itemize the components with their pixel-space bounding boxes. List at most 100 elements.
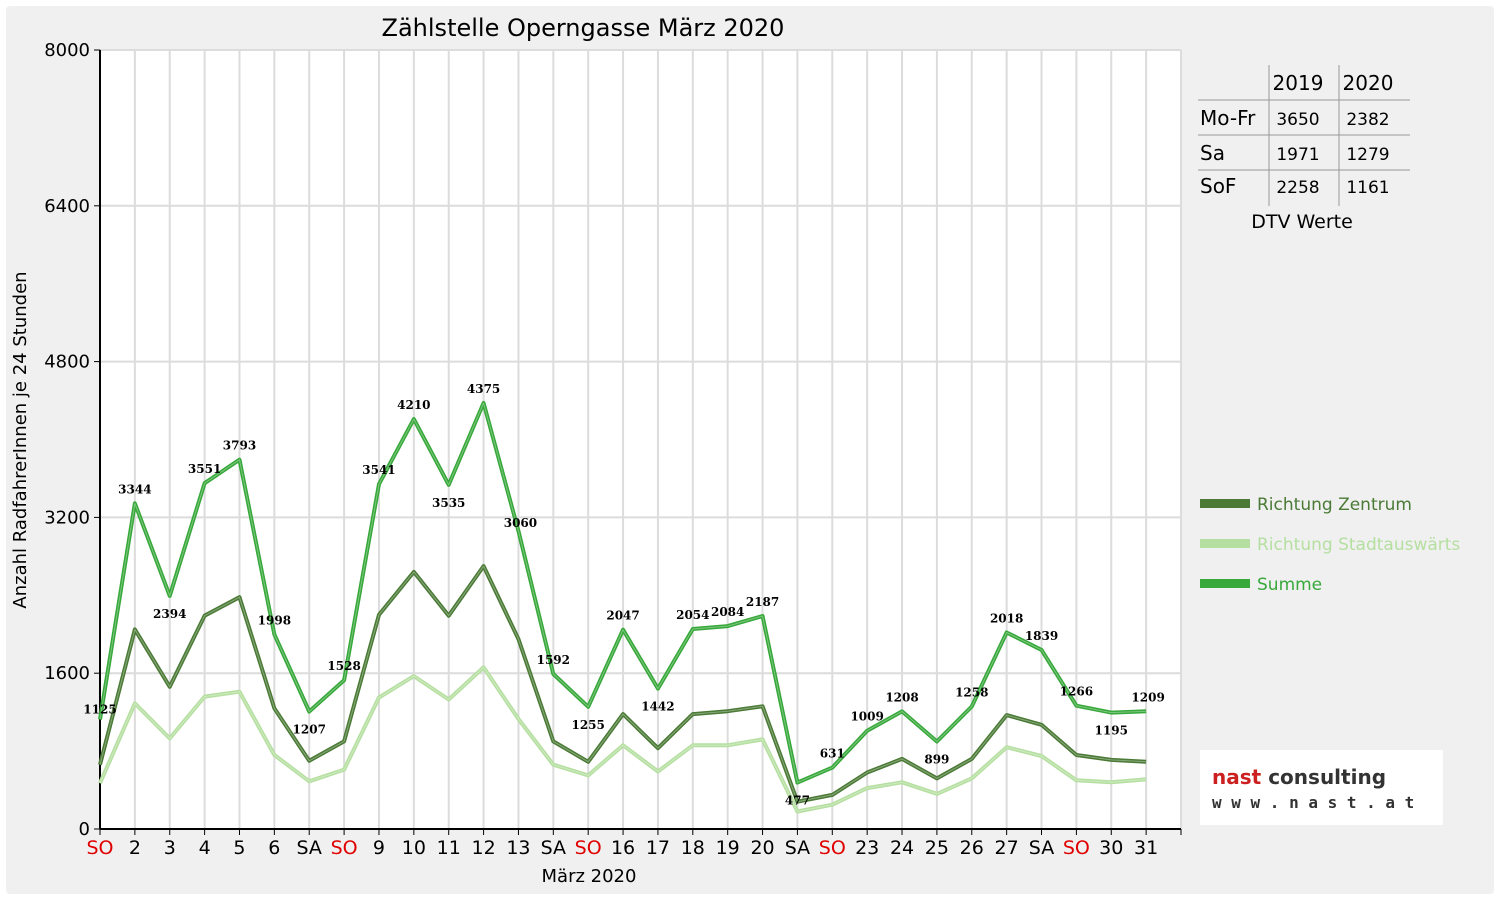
x-tick-label: 25 (925, 837, 949, 859)
y-tick-label: 3200 (44, 507, 90, 528)
data-label: 2054 (676, 608, 709, 622)
plot-area (100, 50, 1181, 829)
data-label: 631 (820, 747, 845, 761)
x-tick-label: 19 (716, 837, 740, 859)
data-label: 1839 (1025, 629, 1058, 643)
data-label: 1442 (641, 700, 674, 714)
data-label: 1258 (955, 686, 988, 700)
x-tick-label: SO (819, 837, 846, 859)
dtv-table: 2019 2020 Mo-Fr 3650 2382 Sa 1971 1279 S… (1198, 65, 1410, 233)
series-line-highlight (99, 402, 1147, 784)
data-label: 1255 (571, 718, 604, 732)
x-tick-label: 11 (437, 837, 461, 859)
data-label: 2018 (990, 611, 1023, 625)
x-tick-label: 17 (646, 837, 670, 859)
dtv-cell: 3650 (1276, 110, 1319, 130)
legend-label: Summe (1257, 575, 1322, 595)
y-tick-label: 0 (79, 819, 90, 840)
x-tick-label: 20 (750, 837, 774, 859)
x-tick-label: 23 (855, 837, 879, 859)
y-tick-labels: 0 1600 3200 4800 6400 8000 (44, 40, 90, 840)
data-label: 899 (924, 752, 949, 766)
data-label: 1528 (327, 659, 360, 673)
data-label: 3793 (223, 439, 256, 453)
data-label: 1009 (850, 710, 883, 724)
logo-name: nast consulting (1212, 765, 1386, 789)
x-axis-label: März 2020 (542, 866, 637, 887)
x-tick-label: SO (331, 837, 358, 859)
data-label: 4210 (397, 398, 430, 412)
data-label: 2394 (153, 607, 186, 621)
y-tick-label: 6400 (44, 196, 90, 217)
dtv-cell: 1279 (1346, 145, 1389, 165)
x-tick-label: SA (785, 837, 810, 859)
data-label: 1209 (1131, 690, 1164, 704)
data-label: 3541 (362, 463, 395, 477)
x-tick-label: 13 (506, 837, 530, 859)
data-label: 2047 (606, 609, 639, 623)
series-lines (98, 401, 1147, 814)
y-tick-label: 8000 (44, 40, 90, 61)
x-tick-label: SA (297, 837, 322, 859)
data-label: 1195 (1095, 724, 1128, 738)
data-label: 3344 (118, 482, 151, 496)
data-label: 1125 (83, 702, 116, 716)
dtv-caption: DTV Werte (1251, 211, 1353, 233)
legend-label: Richtung Zentrum (1257, 495, 1412, 515)
x-tick-label: 5 (233, 837, 245, 859)
legend-label: Richtung Stadtauswärts (1257, 535, 1460, 555)
dtv-cell: 2382 (1346, 110, 1389, 130)
x-tick-label: SO (86, 837, 113, 859)
series-line-highlight (99, 565, 1147, 803)
y-tick-label: 4800 (44, 352, 90, 373)
data-label: 477 (785, 794, 810, 808)
x-tick-label: 24 (890, 837, 914, 859)
data-label: 3535 (432, 496, 465, 510)
x-tick-label: 18 (681, 837, 705, 859)
legend: Richtung Zentrum Richtung Stadtauswärts Su… (1200, 495, 1460, 595)
x-tick-label: SA (1029, 837, 1054, 859)
series-line-summe (98, 401, 1147, 785)
data-label: 1266 (1060, 685, 1093, 699)
x-tick-label: 30 (1099, 837, 1123, 859)
data-label: 4375 (467, 382, 500, 396)
legend-swatch (1200, 579, 1250, 588)
data-label: 1998 (258, 613, 291, 627)
data-label: 1207 (293, 722, 326, 736)
x-tick-label: 26 (960, 837, 984, 859)
dtv-col-2020: 2020 (1343, 71, 1394, 95)
dtv-cell: 2258 (1276, 178, 1319, 198)
logo-background (1200, 750, 1443, 825)
legend-swatch (1200, 539, 1250, 548)
logo: nast consulting w w w . n a s t . a t (1200, 750, 1443, 825)
y-axis-label: Anzahl RadfahrerInnen je 24 Stunden (10, 271, 31, 608)
data-label: 1592 (537, 653, 570, 667)
data-label: 2084 (711, 605, 744, 619)
dtv-cell: 1161 (1346, 178, 1389, 198)
series-line-zentrum (98, 564, 1147, 804)
chart-title: Zählstelle Operngasse März 2020 (382, 14, 785, 42)
x-tick-label: 16 (611, 837, 635, 859)
x-tick-label: SA (541, 837, 566, 859)
axes (94, 49, 1182, 835)
x-tick-label: 6 (268, 837, 280, 859)
data-label: 3551 (188, 462, 221, 476)
x-tick-label: 27 (995, 837, 1019, 859)
x-tick-label: 4 (199, 837, 211, 859)
y-tick-label: 1600 (44, 663, 90, 684)
dtv-row-label: Mo-Fr (1200, 106, 1256, 130)
series-line-stadtauswaerts (98, 665, 1147, 814)
data-label: 2187 (746, 595, 779, 609)
dtv-cell: 1971 (1276, 145, 1319, 165)
x-tick-label: 3 (164, 837, 176, 859)
data-label: 3060 (504, 516, 537, 530)
dtv-row-label: SoF (1200, 174, 1236, 198)
x-tick-label: SO (575, 837, 602, 859)
data-label: 1208 (885, 690, 918, 704)
x-tick-labels: SO 2 3 4 5 6 SA SO 9 10 11 12 13 SA SO 16 17 18 19 20 SA SO 23… (86, 837, 1158, 859)
logo-url: w w w . n a s t . a t (1212, 793, 1414, 812)
dtv-col-2019: 2019 (1273, 71, 1324, 95)
x-tick-label: 12 (471, 837, 495, 859)
